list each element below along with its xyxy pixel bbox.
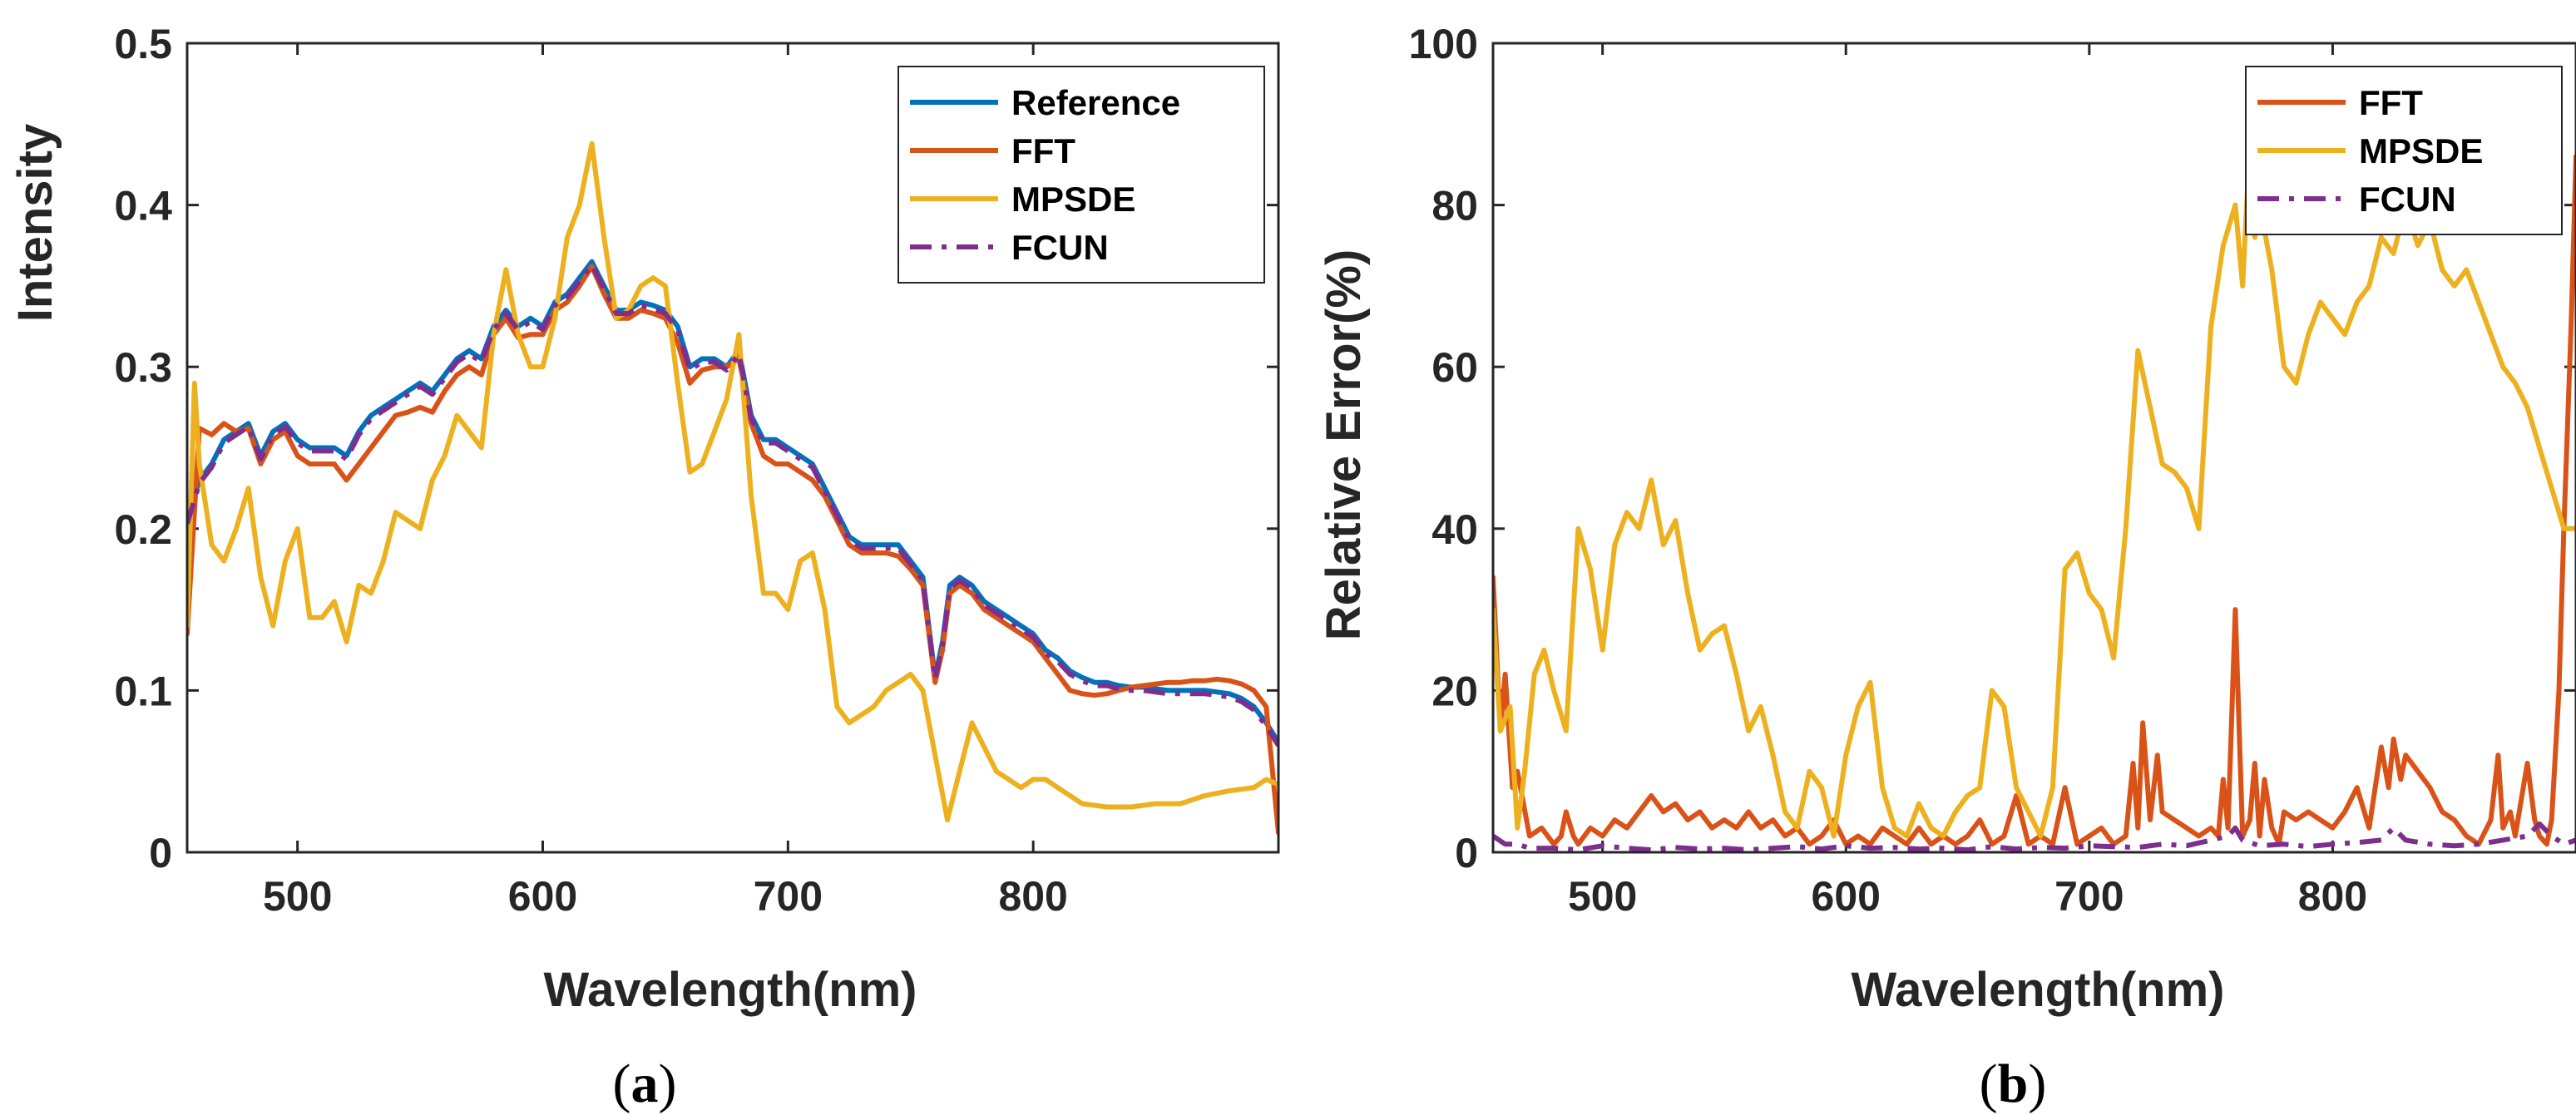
caption-open-paren: ( — [1980, 1053, 1998, 1114]
panel-a-caption: (a) — [613, 1053, 677, 1114]
legend-label-fcun: FCUN — [2359, 180, 2456, 219]
series-line-fcun — [187, 262, 1278, 747]
x-tick-label: 700 — [754, 873, 823, 920]
caption-close-paren: ) — [659, 1053, 677, 1114]
panel-b-series — [1493, 154, 2576, 852]
panel-a-tick-labels: 500 600 700 800 0 0.1 0.2 0.3 0.4 0.5 — [114, 21, 1067, 920]
x-tick-label: 700 — [2054, 873, 2124, 920]
x-tick-label: 800 — [998, 873, 1067, 920]
panel-b-legend: FFT MPSDE FCUN — [2245, 66, 2563, 235]
y-tick-label: 0 — [1455, 830, 1478, 876]
panel-a-x-axis-label: Wavelength(nm) — [544, 963, 917, 1017]
panel-a-intensity-chart: 500 600 700 800 0 0.1 0.2 0.3 0.4 0.5 Wavelength(… — [8, 21, 1280, 1114]
y-tick-label: 0 — [149, 830, 172, 876]
y-tick-label: 0.5 — [114, 21, 172, 67]
x-tick-label: 500 — [263, 873, 332, 920]
legend-label-mpsde: MPSDE — [1011, 180, 1135, 219]
legend-label-mpsde: MPSDE — [2359, 131, 2483, 170]
panel-b-y-axis-label: Relative Error(%) — [1317, 249, 1371, 641]
panel-a-series — [187, 141, 1278, 836]
x-tick-label: 500 — [1568, 873, 1637, 920]
panel-a-axes-box — [185, 42, 1280, 854]
x-tick-label: 800 — [2298, 873, 2367, 920]
y-tick-label: 40 — [1431, 506, 1478, 553]
legend-label-fft: FFT — [2359, 83, 2423, 122]
caption-close-paren: ) — [2028, 1053, 2046, 1114]
panel-b-caption: (b) — [1980, 1053, 2047, 1114]
panel-b-x-axis-label: Wavelength(nm) — [1852, 963, 2225, 1017]
y-tick-label: 100 — [1409, 21, 1478, 67]
panel-a-y-axis-label: Intensity — [8, 124, 62, 323]
series-line-reference — [187, 259, 1278, 745]
y-tick-label: 0.2 — [114, 506, 172, 553]
legend-label-fcun: FCUN — [1011, 228, 1109, 267]
caption-open-paren: ( — [613, 1053, 631, 1114]
series-line-fcun — [1493, 821, 2576, 852]
y-tick-label: 0.4 — [114, 183, 172, 229]
panel-b-axes-box — [1491, 42, 2576, 854]
y-tick-label: 0.1 — [114, 668, 172, 714]
x-tick-label: 600 — [1812, 873, 1881, 920]
y-tick-label: 80 — [1431, 183, 1478, 229]
panel-b-tick-labels: 500 600 700 800 0 20 40 60 80 100 — [1409, 21, 2368, 920]
y-tick-label: 0.3 — [114, 344, 172, 391]
series-line-mpsde — [187, 141, 1278, 823]
panel-b-caption-letter: b — [1998, 1053, 2029, 1114]
panel-a-legend: Reference FFT MPSDE FCUN — [897, 66, 1265, 284]
y-tick-label: 60 — [1431, 344, 1478, 391]
legend-label-fft: FFT — [1011, 131, 1075, 170]
x-tick-label: 600 — [508, 873, 577, 920]
y-tick-label: 20 — [1431, 668, 1478, 714]
series-line-fft — [187, 264, 1278, 836]
legend-label-reference: Reference — [1011, 83, 1180, 122]
panel-a-caption-letter: a — [631, 1053, 659, 1114]
series-line-mpsde — [1493, 186, 2576, 839]
